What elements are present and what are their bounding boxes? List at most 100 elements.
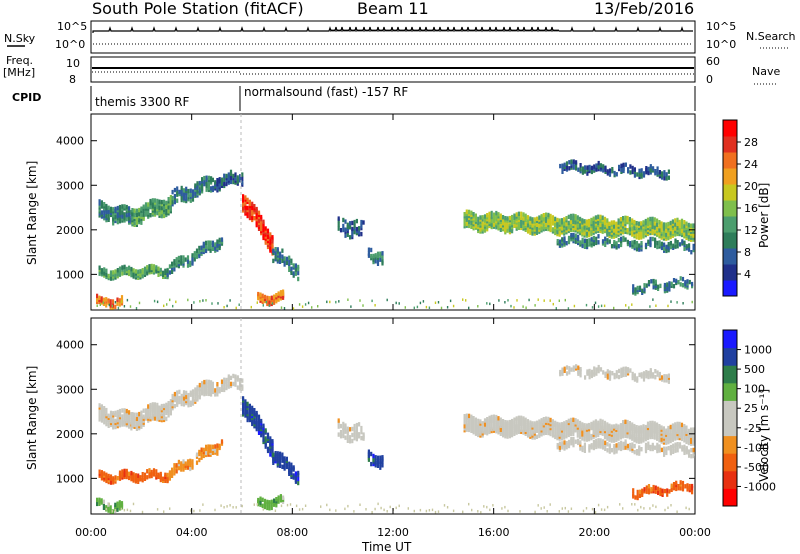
velocity-cell (618, 368, 621, 374)
power-cell (353, 229, 356, 235)
power-cell (150, 263, 153, 269)
power-cell (556, 239, 559, 244)
velocity-cell (153, 402, 157, 407)
velocity-cell (483, 418, 487, 423)
power-colorbar-tick-label: 8 (744, 246, 751, 259)
velocity-speckle (156, 508, 159, 511)
velocity-cell (339, 423, 343, 429)
velocity-cell (182, 459, 185, 464)
velocity-speckle (253, 503, 255, 506)
velocity-cell (103, 471, 106, 476)
velocity-cell (606, 448, 609, 453)
velocity-speckle (371, 511, 373, 514)
power-cell (139, 269, 142, 274)
velocity-cell (342, 425, 345, 431)
velocity-cell (495, 414, 498, 420)
power-cell (268, 296, 271, 301)
velocity-cell (595, 367, 598, 372)
velocity-speckle (108, 502, 110, 506)
power-cell (629, 164, 632, 169)
power-cell (158, 199, 161, 204)
velocity-cell (140, 424, 143, 429)
power-cell (567, 235, 571, 241)
velocity-cell (665, 428, 668, 433)
power-cell (173, 259, 176, 264)
power-cell (572, 159, 575, 164)
power-cell (370, 247, 373, 253)
velocity-cell (173, 463, 176, 468)
power-cell (180, 185, 183, 191)
velocity-cell (660, 425, 663, 430)
velocity-cell (173, 391, 176, 397)
velocity-speckle (600, 508, 603, 511)
power-colorbar-tick-label: 20 (744, 180, 758, 193)
velocity-cell (649, 368, 652, 373)
velocity-speckle (105, 507, 107, 511)
power-cell (604, 242, 607, 247)
power-cell (522, 212, 525, 217)
power-cell (636, 172, 639, 177)
velocity-cell (339, 430, 343, 435)
velocity-cell (360, 435, 363, 441)
power-cell (105, 268, 108, 273)
velocity-cell (270, 499, 273, 504)
power-cell (180, 255, 183, 260)
velocity-cell (351, 426, 354, 432)
power-colorbar-swatch (723, 152, 737, 169)
velocity-cell (337, 418, 340, 423)
power-cell (216, 178, 219, 183)
power-ytick-label: 1000 (56, 268, 84, 281)
power-cell (565, 241, 568, 246)
power-cell (103, 267, 106, 272)
power-cell (692, 223, 695, 228)
velocity-speckle (504, 505, 506, 509)
velocity-cell (155, 473, 158, 478)
velocity-speckle (226, 505, 228, 508)
power-cell (654, 279, 657, 284)
power-cell (187, 188, 190, 194)
velocity-cell (118, 500, 121, 505)
velocity-cell (131, 412, 134, 417)
velocity-cell (274, 451, 277, 456)
power-cell (118, 298, 121, 303)
velocity-speckle (298, 508, 301, 511)
velocity-cell (232, 381, 235, 387)
power-cell (631, 218, 634, 223)
velocity-cell (634, 495, 637, 500)
velocity-cell (236, 375, 239, 380)
velocity-speckle (132, 502, 135, 506)
velocity-cell (654, 369, 657, 374)
power-cell (646, 217, 650, 222)
velocity-cell (549, 431, 552, 437)
velocity-cell (526, 419, 530, 424)
velocity-cell (205, 383, 208, 388)
power-cell (650, 279, 653, 284)
power-cell (624, 162, 627, 167)
power-cell (294, 263, 297, 268)
velocity-cell (649, 420, 652, 426)
velocity-cell (615, 431, 618, 436)
velocity-cell (128, 410, 131, 415)
power-speckle (682, 302, 684, 305)
velocity-cell (683, 444, 686, 449)
power-cell (349, 225, 352, 230)
velocity-speckle (286, 503, 289, 507)
velocity-cell (123, 472, 126, 478)
power-cell (678, 242, 682, 247)
power-cell (615, 172, 618, 177)
velocity-cell (593, 370, 596, 375)
velocity-cell (276, 451, 279, 456)
velocity-cell (351, 432, 354, 438)
power-cell (635, 247, 639, 252)
velocity-cell (651, 420, 654, 426)
power-speckle (350, 305, 352, 308)
power-cell (198, 245, 201, 251)
velocity-cell (135, 424, 138, 429)
velocity-speckle (386, 510, 388, 513)
velocity-cell (171, 393, 174, 399)
velocity-cell (149, 402, 152, 408)
velocity-cell (121, 469, 124, 474)
velocity-cell (636, 489, 639, 495)
velocity-cell (637, 425, 641, 430)
power-speckle (96, 304, 98, 307)
